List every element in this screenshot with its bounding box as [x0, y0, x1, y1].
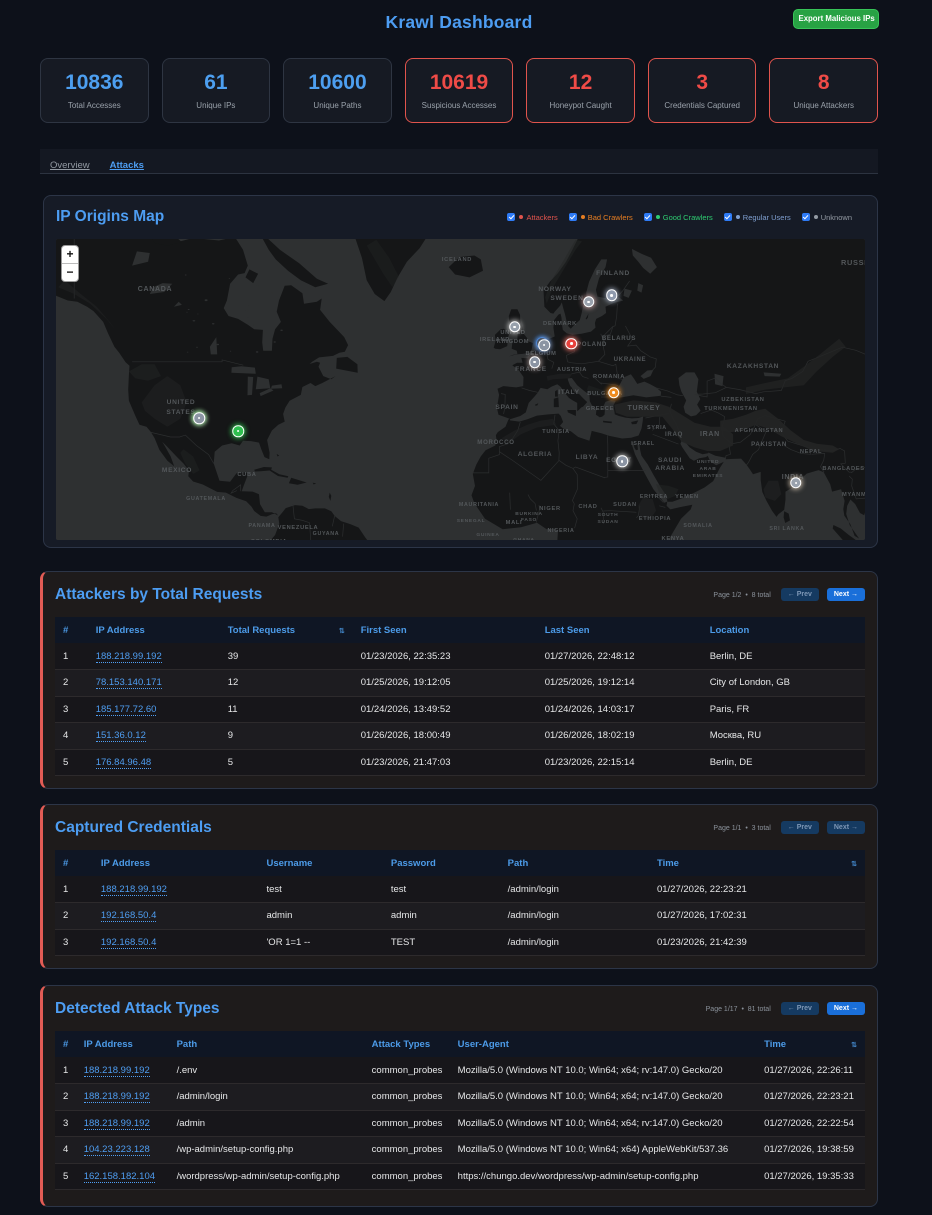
svg-text:FINLAND: FINLAND [596, 270, 630, 277]
svg-text:MYANMAR: MYANMAR [842, 492, 865, 498]
svg-text:GUYANA: GUYANA [313, 531, 340, 537]
svg-text:SUDAN: SUDAN [613, 502, 637, 508]
svg-text:GHANA: GHANA [513, 537, 534, 540]
svg-text:UKRAINE: UKRAINE [614, 356, 647, 363]
svg-text:BELGIUM: BELGIUM [525, 351, 556, 357]
svg-text:SAUDI: SAUDI [658, 457, 682, 464]
svg-text:POLAND: POLAND [577, 341, 607, 348]
svg-text:KENYA: KENYA [662, 536, 685, 540]
svg-text:CANADA: CANADA [138, 286, 173, 293]
svg-text:PAKISTAN: PAKISTAN [751, 441, 787, 448]
svg-text:SWEDEN: SWEDEN [550, 295, 583, 302]
svg-text:UNITED: UNITED [697, 459, 719, 465]
svg-text:MEXICO: MEXICO [162, 467, 192, 474]
svg-text:UNITED: UNITED [500, 330, 525, 336]
svg-text:KAZAKHSTAN: KAZAKHSTAN [727, 363, 779, 370]
svg-text:SRI LANKA: SRI LANKA [769, 526, 804, 532]
svg-text:ISRAEL: ISRAEL [631, 441, 655, 447]
svg-text:SPAIN: SPAIN [495, 404, 518, 411]
svg-text:SOUTH: SOUTH [598, 512, 619, 518]
svg-text:LIBYA: LIBYA [576, 454, 599, 461]
svg-text:GUATEMALA: GUATEMALA [186, 496, 226, 502]
svg-text:MAURITANIA: MAURITANIA [459, 502, 499, 508]
svg-text:NEPAL: NEPAL [800, 449, 822, 455]
svg-text:TURKMENISTAN: TURKMENISTAN [704, 406, 757, 412]
svg-text:RUSSIA: RUSSIA [841, 258, 865, 267]
svg-text:NIGERIA: NIGERIA [548, 528, 575, 534]
svg-text:BANGLADESH: BANGLADESH [822, 466, 865, 472]
svg-text:ICELAND: ICELAND [442, 257, 472, 263]
svg-text:VENEZUELA: VENEZUELA [278, 525, 319, 531]
svg-text:SENEGAL: SENEGAL [457, 518, 486, 524]
svg-text:IRAQ: IRAQ [665, 431, 683, 438]
svg-text:MALI: MALI [506, 520, 523, 526]
svg-text:KINGDOM: KINGDOM [497, 339, 529, 345]
svg-text:CUBA: CUBA [237, 472, 256, 478]
svg-text:TUNISIA: TUNISIA [542, 429, 570, 435]
svg-text:IRAN: IRAN [700, 431, 720, 438]
svg-text:DENMARK: DENMARK [543, 321, 577, 327]
svg-text:FRANCE: FRANCE [515, 366, 547, 373]
svg-text:COLOMBIA: COLOMBIA [251, 539, 288, 540]
svg-text:UNITED: UNITED [167, 399, 196, 406]
svg-text:NIGER: NIGER [539, 506, 561, 512]
svg-text:STATES: STATES [166, 409, 195, 416]
svg-text:ARABIA: ARABIA [655, 465, 685, 472]
svg-text:EMIRATES: EMIRATES [693, 473, 724, 479]
svg-text:BULGARIA: BULGARIA [587, 391, 623, 397]
svg-text:NORWAY: NORWAY [538, 286, 571, 293]
svg-text:ARAB: ARAB [700, 466, 717, 472]
svg-text:AUSTRIA: AUSTRIA [557, 367, 587, 373]
svg-text:TURKEY: TURKEY [628, 405, 661, 412]
svg-text:SYRIA: SYRIA [647, 425, 667, 431]
svg-text:FASO: FASO [521, 517, 537, 523]
svg-text:SUDAN: SUDAN [598, 519, 619, 525]
svg-text:BURKINA: BURKINA [515, 511, 542, 517]
svg-text:YEMEN: YEMEN [675, 494, 699, 500]
svg-text:ROMANIA: ROMANIA [593, 374, 625, 380]
svg-text:IRELAND: IRELAND [480, 337, 510, 343]
svg-text:PANAMA: PANAMA [248, 523, 275, 529]
svg-text:CHAD: CHAD [578, 504, 597, 510]
svg-text:UZBEKISTAN: UZBEKISTAN [721, 397, 764, 403]
svg-text:BELARUS: BELARUS [602, 335, 636, 342]
svg-text:ETHIOPIA: ETHIOPIA [639, 516, 671, 522]
svg-text:GREECE: GREECE [586, 406, 614, 412]
svg-text:MOROCCO: MOROCCO [477, 439, 514, 446]
svg-text:GUINEA: GUINEA [476, 532, 499, 538]
svg-text:ITALY: ITALY [558, 389, 579, 396]
svg-text:ERITREA: ERITREA [640, 494, 668, 500]
svg-text:SOMALIA: SOMALIA [683, 523, 712, 529]
svg-text:ALGERIA: ALGERIA [518, 451, 553, 458]
svg-text:AFGHANISTAN: AFGHANISTAN [735, 428, 784, 434]
